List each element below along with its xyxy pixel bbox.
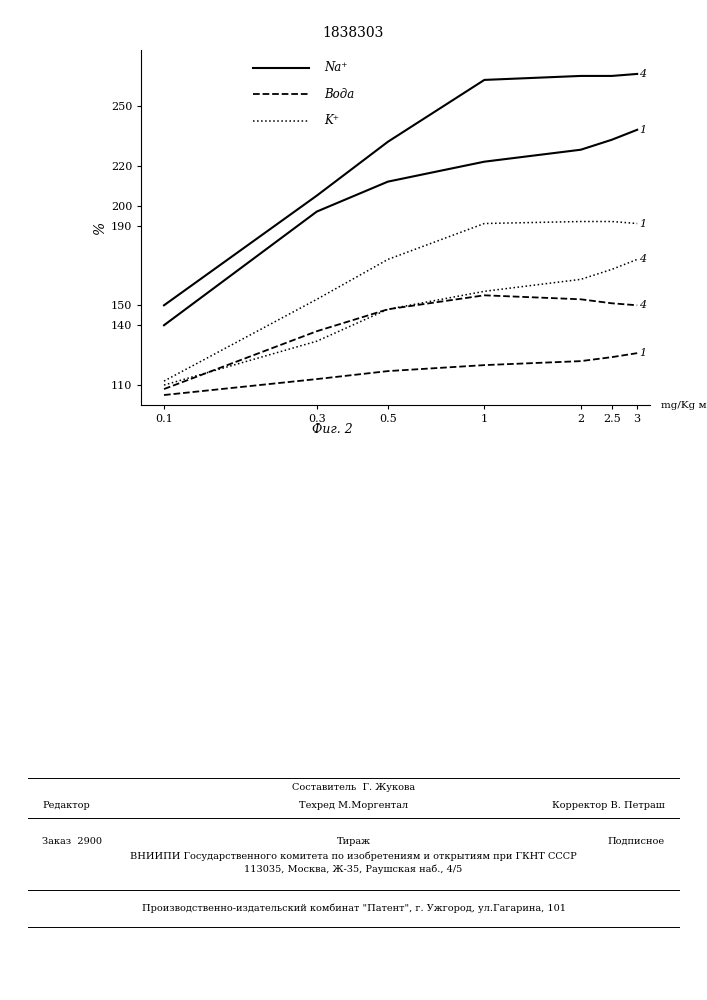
Text: 4: 4 (639, 69, 646, 79)
Text: 1: 1 (639, 348, 646, 358)
Text: Редактор: Редактор (42, 802, 90, 810)
Text: Составитель  Г. Жукова: Составитель Г. Жукова (292, 784, 415, 792)
Text: Na⁺: Na⁺ (325, 61, 348, 74)
Text: 4: 4 (639, 300, 646, 310)
Y-axis label: %: % (93, 221, 107, 234)
Text: Заказ  2900: Заказ 2900 (42, 836, 103, 846)
Text: 1: 1 (639, 219, 646, 229)
Text: 1: 1 (639, 125, 646, 135)
Text: 4: 4 (639, 254, 646, 264)
Text: Тираж: Тираж (337, 836, 370, 846)
Text: K⁺: K⁺ (325, 114, 339, 127)
Text: ВНИИПИ Государственного комитета по изобретениям и открытиям при ГКНТ СССР: ВНИИПИ Государственного комитета по изоб… (130, 851, 577, 861)
Text: 113035, Москва, Ж-35, Раушская наб., 4/5: 113035, Москва, Ж-35, Раушская наб., 4/5 (245, 864, 462, 874)
Text: Подписное: Подписное (607, 836, 665, 846)
Text: Корректор В. Петраш: Корректор В. Петраш (552, 802, 665, 810)
Text: Вода: Вода (325, 88, 355, 101)
Text: mg/Kg мг/кг: mg/Kg мг/кг (660, 400, 707, 410)
Text: Техред М.Моргентал: Техред М.Моргентал (299, 802, 408, 810)
Text: Производственно-издательский комбинат "Патент", г. Ужгород, ул.Гагарина, 101: Производственно-издательский комбинат "П… (141, 904, 566, 913)
Text: 1838303: 1838303 (323, 26, 384, 40)
Text: Фиг. 2: Фиг. 2 (312, 423, 353, 436)
